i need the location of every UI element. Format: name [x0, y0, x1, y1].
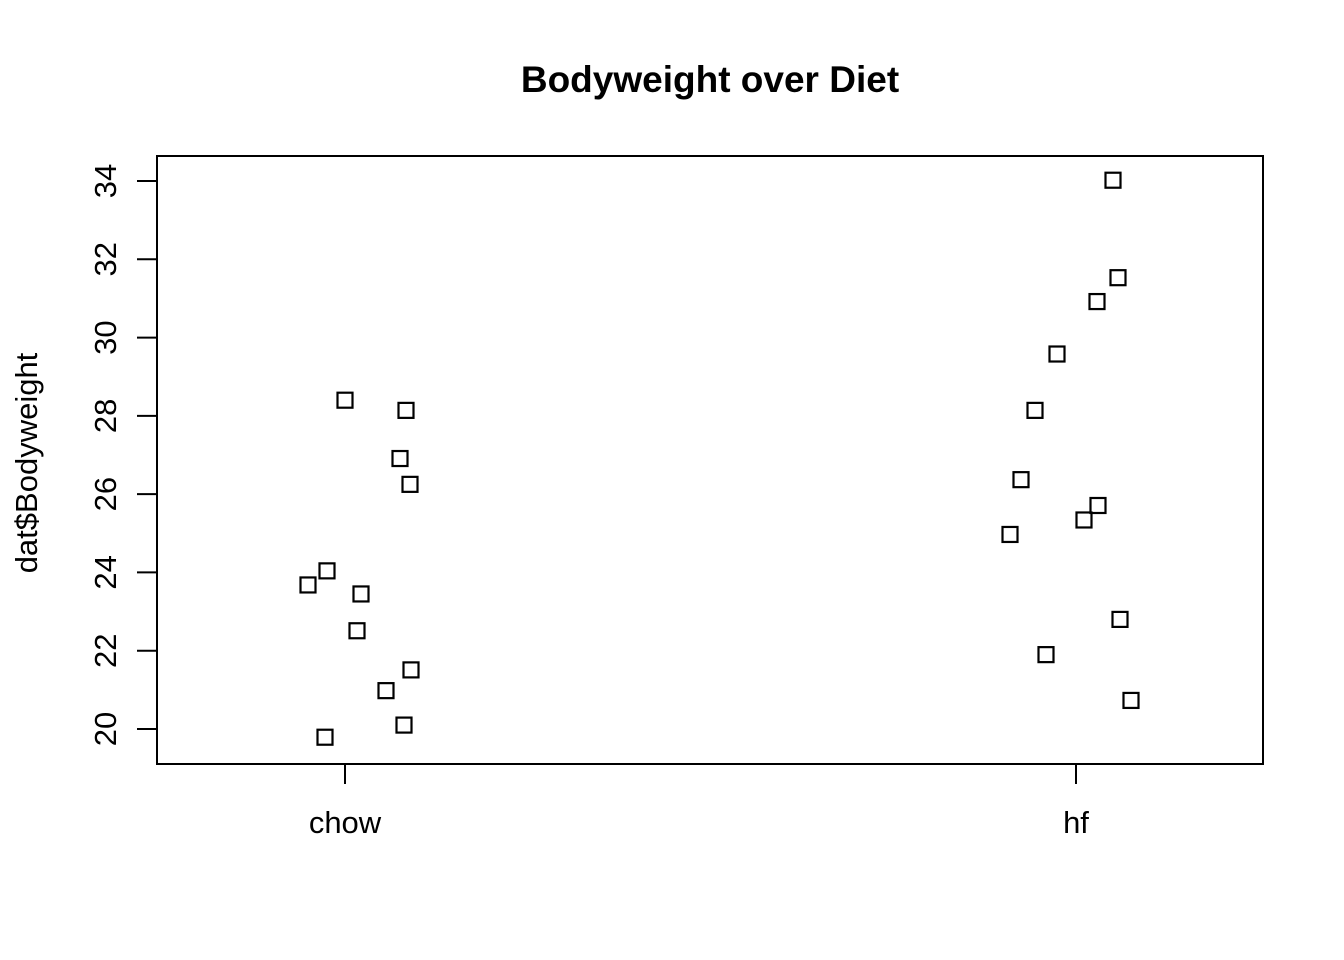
y-tick-label: 22 [88, 633, 123, 667]
data-point-chow [401, 475, 419, 493]
data-point-chow [299, 576, 317, 594]
data-point-hf [1111, 610, 1129, 628]
chart-title: Bodyweight over Diet [520, 59, 900, 100]
data-point-chow [395, 716, 413, 734]
data-point-hf [1104, 171, 1122, 189]
data-point-chow [352, 585, 370, 603]
data-point-hf [1048, 345, 1066, 363]
data-point-chow [318, 562, 336, 580]
data-point-chow [397, 401, 415, 419]
data-point-hf [1089, 496, 1107, 515]
data-point-chow [348, 622, 366, 640]
y-tick-label: 30 [88, 320, 123, 354]
y-tick-label: 28 [88, 399, 123, 433]
y-tick-label: 34 [88, 164, 123, 198]
data-point-hf [1075, 511, 1093, 529]
x-tick-label-hf: hf [1063, 805, 1089, 840]
data-point-hf [1001, 525, 1019, 544]
data-point-hf [1026, 401, 1044, 419]
data-point-chow [316, 728, 334, 746]
data-point-hf [1037, 646, 1055, 664]
y-tick-label: 20 [88, 712, 123, 746]
plot-box [156, 155, 1264, 765]
data-point-chow [336, 391, 354, 409]
data-point-hf [1012, 471, 1030, 489]
data-point-chow [391, 449, 409, 468]
y-tick-label: 24 [88, 555, 123, 589]
data-point-hf [1088, 292, 1106, 311]
y-tick-label: 26 [88, 477, 123, 511]
x-tick-label-chow: chow [309, 805, 382, 840]
data-point-chow [402, 661, 420, 679]
data-point-hf [1122, 691, 1140, 710]
data-point-hf [1109, 269, 1127, 287]
y-tick-label: 32 [88, 242, 123, 276]
data-point-chow [377, 682, 395, 700]
